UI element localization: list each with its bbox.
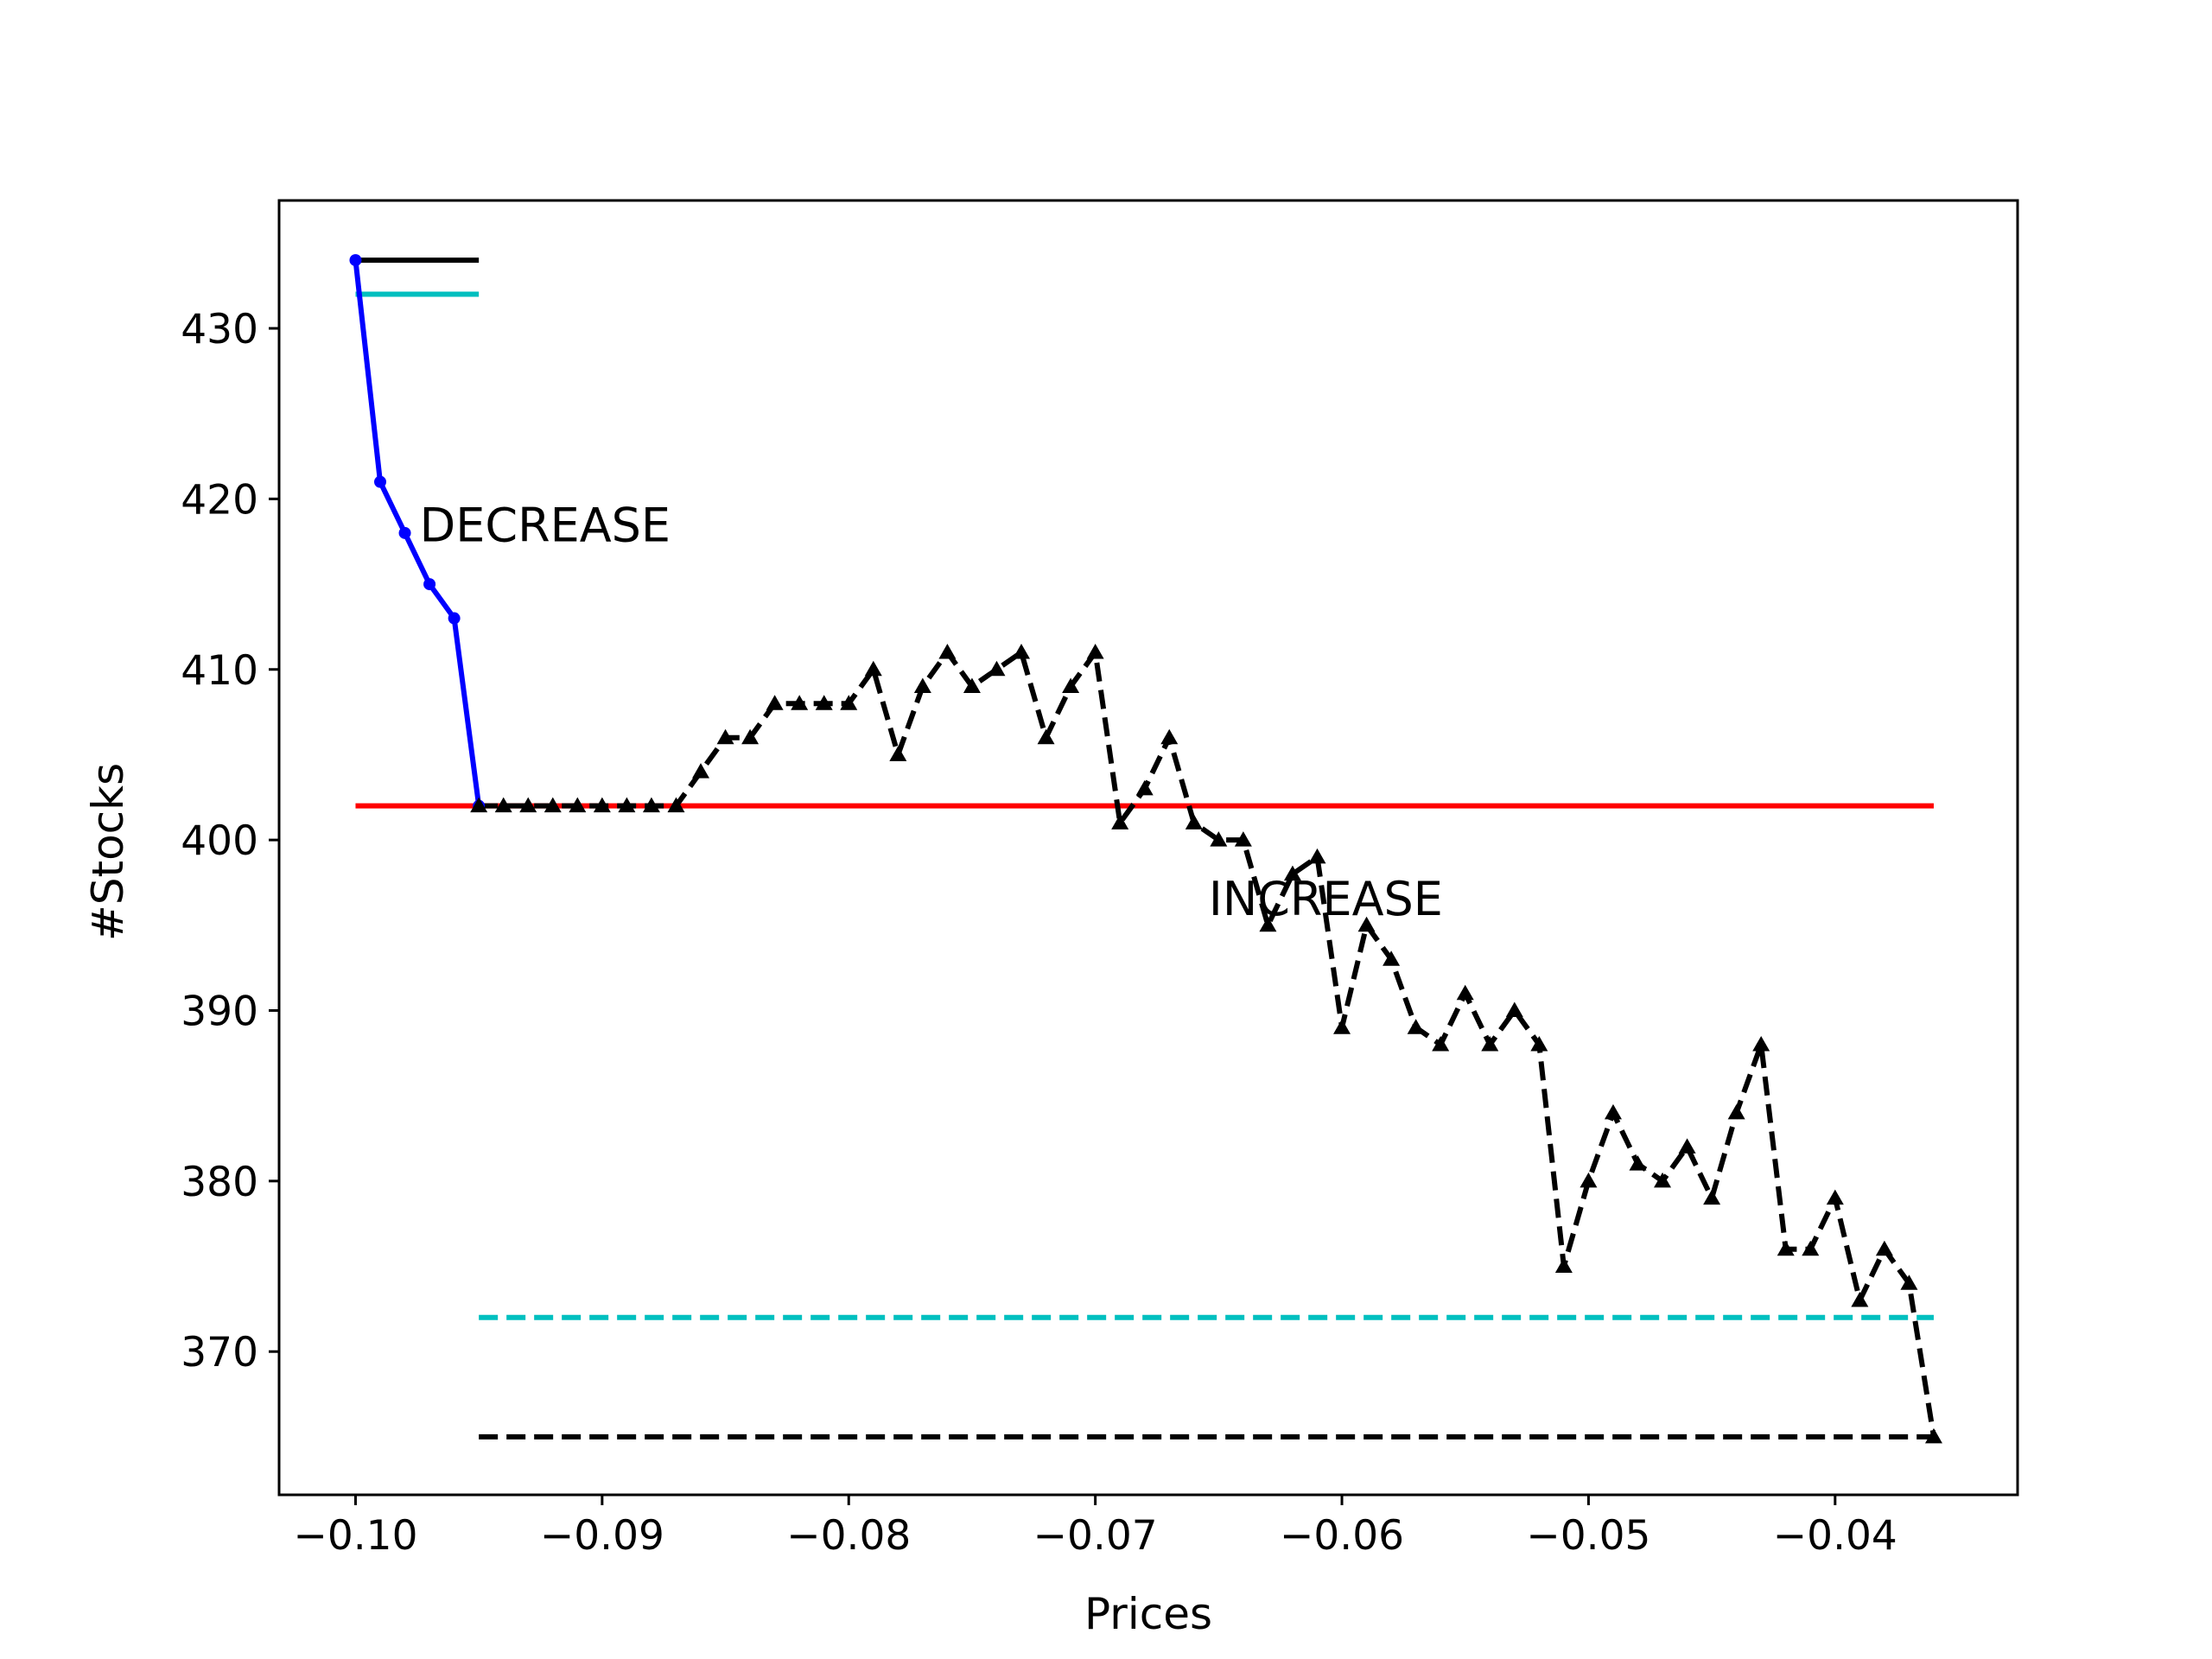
series-2-point [1259,916,1277,932]
series-2-point [1013,644,1031,659]
series-2-point [1407,1019,1425,1034]
series-2-point [1308,848,1326,864]
series-1-point [349,254,362,267]
series-2-point [1185,814,1203,830]
series-2-point [1752,1035,1770,1052]
x-tick-label: −0.07 [1033,1512,1158,1560]
series-2-line [479,650,1936,1438]
y-tick-label: 400 [181,817,258,865]
annotation-2: INCREASE [1209,872,1443,926]
y-tick-label: 430 [181,306,258,353]
y-tick-label: 390 [181,988,258,1035]
series-2-point [1111,814,1129,830]
x-tick-label: −0.04 [1773,1512,1897,1560]
series-2-point [1654,1172,1672,1188]
series-markers [349,254,1942,1444]
series-1-point [374,475,387,488]
series-2-point [1629,1155,1647,1171]
series-2-point [569,797,587,813]
series-2-point [1037,728,1055,745]
series-2-point [1382,950,1401,966]
series-2-point [618,797,636,813]
series-2-point [692,763,710,779]
series-2-point [1135,779,1154,796]
y-tick-label: 420 [181,476,258,524]
series-2-point [1481,1035,1499,1052]
series-2-point [988,660,1006,677]
series-2-point [1777,1240,1795,1256]
series-2-point [1826,1189,1844,1205]
series-2-point [963,677,981,693]
series-2-point [1851,1292,1869,1307]
series-2-point [1086,644,1104,659]
series-2-point [1210,831,1228,847]
series-2-point [1727,1103,1745,1120]
x-axis-label: Prices [1084,1589,1212,1639]
series-2-point [1456,984,1474,1001]
x-tick-label: −0.08 [786,1512,911,1560]
series-2-point [791,695,809,710]
series-2-point [1580,1172,1598,1188]
series-2-point [716,728,734,745]
series-2-point [889,746,907,761]
series-2-point [1505,1001,1523,1017]
y-tick-label: 370 [181,1329,258,1376]
y-tick-label: 380 [181,1159,258,1206]
series-2-point [1875,1240,1893,1256]
series-2-point [519,797,537,813]
series-2-point [1604,1103,1622,1120]
series-2-point [1530,1035,1548,1052]
series-lines [353,259,1936,1438]
series-2-point [766,695,784,710]
series-2-point [1924,1427,1942,1444]
series-1-point [398,526,411,539]
x-tick-label: −0.06 [1280,1512,1404,1560]
series-2-point [1283,865,1301,881]
series-2-point [642,797,660,813]
series-2-point [1160,728,1179,745]
series-1-point [423,578,436,591]
y-axis-ticks: 370 380 390 400 410 420 430 [181,306,279,1376]
series-1-line [353,259,482,807]
series-2-point [1900,1274,1918,1290]
series-2-point [1234,831,1252,847]
series-2-point [1678,1138,1696,1154]
series-1-point [448,612,461,625]
x-tick-label: −0.10 [293,1512,417,1560]
series-2-point [1802,1240,1820,1256]
series-2-point [1432,1035,1450,1052]
series-2-point [840,695,858,710]
x-tick-label: −0.09 [540,1512,664,1560]
series-2-point [470,797,488,813]
plot-area-frame [277,199,2019,1497]
annotations: DECREASE INCREASE [420,499,1443,926]
series-2-point [1703,1189,1721,1205]
series-2-point [938,644,957,659]
x-tick-label: −0.05 [1526,1512,1650,1560]
series-2-point [593,797,611,813]
y-tick-label: 410 [181,647,258,695]
series-2-point [1357,916,1376,932]
annotation-1: DECREASE [420,499,671,553]
series-2-point [1062,677,1080,693]
series-2-point [913,677,931,693]
series-2-point [667,797,685,813]
series-2-point [815,695,833,710]
series-2-point [1554,1257,1573,1274]
x-axis-ticks: −0.10 −0.09 −0.08 −0.07 −0.06 −0.05 −0.04 [293,1495,1897,1560]
series-2-point [864,660,882,677]
series-2-point [741,728,760,745]
series-2-point [494,797,512,813]
series-2-point [543,797,562,813]
series-2-point [1333,1019,1351,1034]
y-axis-label: #Stocks [83,763,133,941]
